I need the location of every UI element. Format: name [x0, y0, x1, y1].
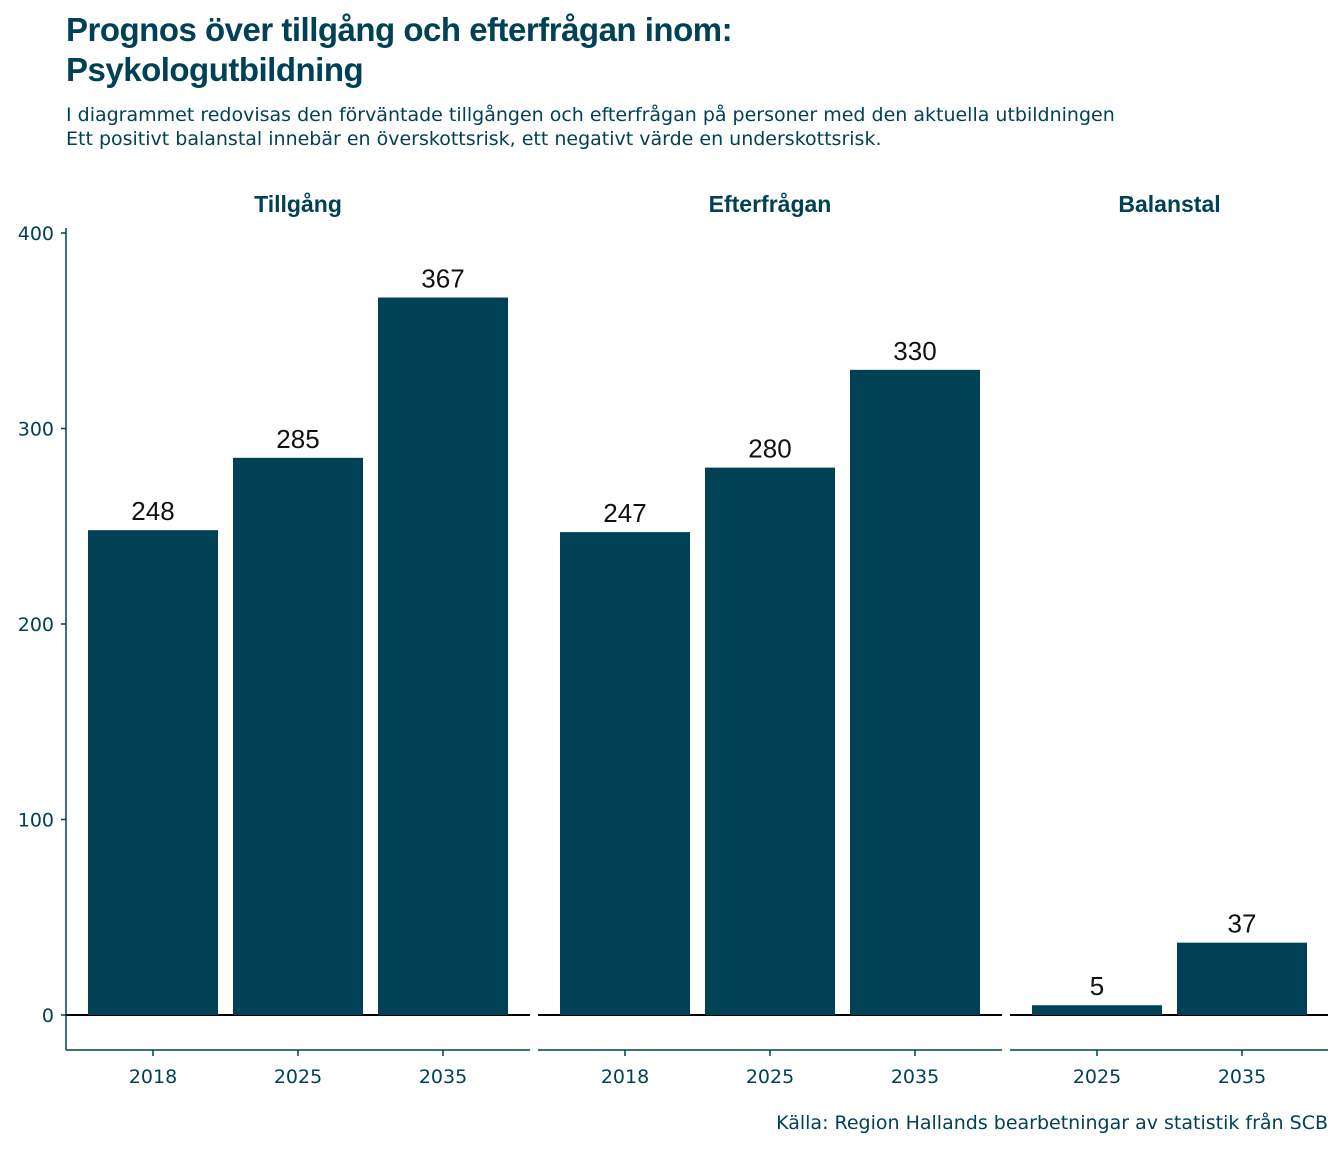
x-tick-label: 2035: [419, 1066, 467, 1088]
data-label: 330: [893, 336, 936, 366]
y-tick-label: 300: [18, 419, 54, 441]
x-tick-label: 2025: [274, 1066, 322, 1088]
facet-title: Balanstal: [1118, 191, 1220, 217]
facet-title: Tillgång: [254, 191, 342, 217]
x-tick-label: 2025: [1073, 1066, 1121, 1088]
data-label: 247: [603, 498, 646, 528]
facet-title: Efterfrågan: [709, 191, 832, 217]
x-tick-label: 2018: [601, 1066, 649, 1088]
x-tick-label: 2025: [746, 1066, 794, 1088]
subtitle-line-1: I diagrammet redovisas den förväntade ti…: [66, 104, 1115, 126]
y-tick-label: 400: [18, 223, 54, 245]
source-caption: Källa: Region Hallands bearbetningar av …: [776, 1112, 1328, 1134]
y-tick-label: 0: [42, 1005, 54, 1027]
data-label: 280: [748, 434, 791, 464]
x-tick-label: 2035: [891, 1066, 939, 1088]
x-tick-label: 2018: [129, 1066, 177, 1088]
bar: [850, 369, 980, 1016]
y-tick-label: 100: [18, 810, 54, 832]
chart-title: Prognos över tillgång och efterfrågan in…: [66, 10, 733, 90]
title-line-1: Prognos över tillgång och efterfrågan in…: [66, 11, 733, 48]
data-label: 367: [421, 264, 464, 294]
data-label: 37: [1228, 909, 1257, 939]
bar: [233, 457, 363, 1015]
bar: [1177, 942, 1307, 1015]
title-line-2: Psykologutbildning: [66, 51, 364, 88]
bar: [705, 467, 835, 1016]
data-label: 248: [131, 496, 174, 526]
subtitle-line-2: Ett positivt balanstal innebär en översk…: [66, 128, 882, 150]
x-tick-label: 2035: [1218, 1066, 1266, 1088]
chart-subtitle: I diagrammet redovisas den förväntade ti…: [66, 103, 1115, 151]
bar: [560, 532, 690, 1015]
bar: [1032, 1005, 1162, 1015]
data-label: 285: [276, 424, 319, 454]
bar: [88, 530, 218, 1015]
y-tick-label: 200: [18, 614, 54, 636]
bar: [378, 297, 508, 1015]
data-label: 5: [1090, 971, 1104, 1001]
